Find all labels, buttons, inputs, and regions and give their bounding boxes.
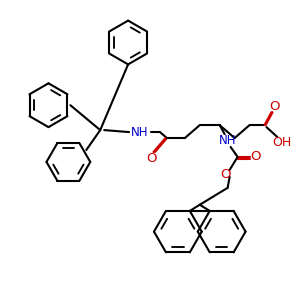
Text: O: O bbox=[269, 100, 280, 113]
Text: O: O bbox=[147, 152, 157, 166]
Text: O: O bbox=[220, 168, 231, 182]
Text: O: O bbox=[250, 151, 261, 164]
Text: NH: NH bbox=[219, 134, 236, 146]
Text: NH: NH bbox=[131, 126, 149, 139]
Text: OH: OH bbox=[272, 136, 291, 148]
